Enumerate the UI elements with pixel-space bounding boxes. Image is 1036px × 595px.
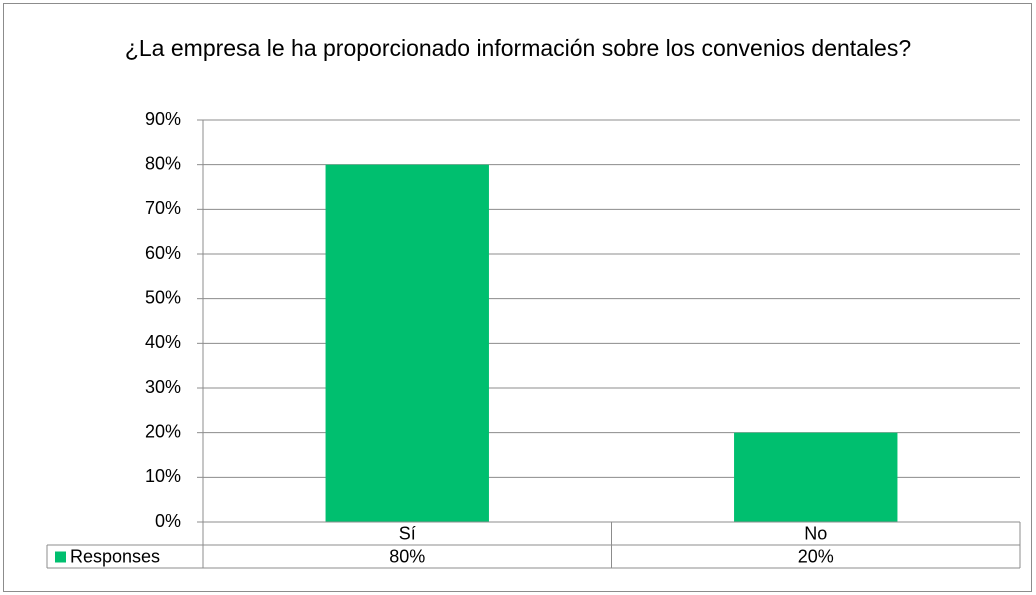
y-tick-label: 80%: [145, 153, 181, 173]
x-tick-label: No: [804, 523, 827, 543]
x-tick-label: Sí: [399, 523, 416, 543]
bar: [325, 164, 489, 522]
y-tick-label: 60%: [145, 243, 181, 263]
chart-title: ¿La empresa le ha proporcionado informac…: [124, 35, 912, 61]
legend-key: [55, 551, 66, 563]
y-tick-label: 0%: [155, 511, 181, 531]
y-tick-label: 70%: [145, 198, 181, 218]
y-tick-label: 40%: [145, 332, 181, 352]
y-tick-label: 90%: [145, 109, 181, 129]
data-table-value: 80%: [389, 546, 425, 566]
y-tick-label: 10%: [145, 466, 181, 486]
y-tick-label: 20%: [145, 421, 181, 441]
y-tick-label: 30%: [145, 377, 181, 397]
legend-label: Responses: [70, 546, 160, 566]
y-tick-label: 50%: [145, 287, 181, 307]
bar: [734, 432, 898, 522]
data-table-value: 20%: [798, 546, 834, 566]
